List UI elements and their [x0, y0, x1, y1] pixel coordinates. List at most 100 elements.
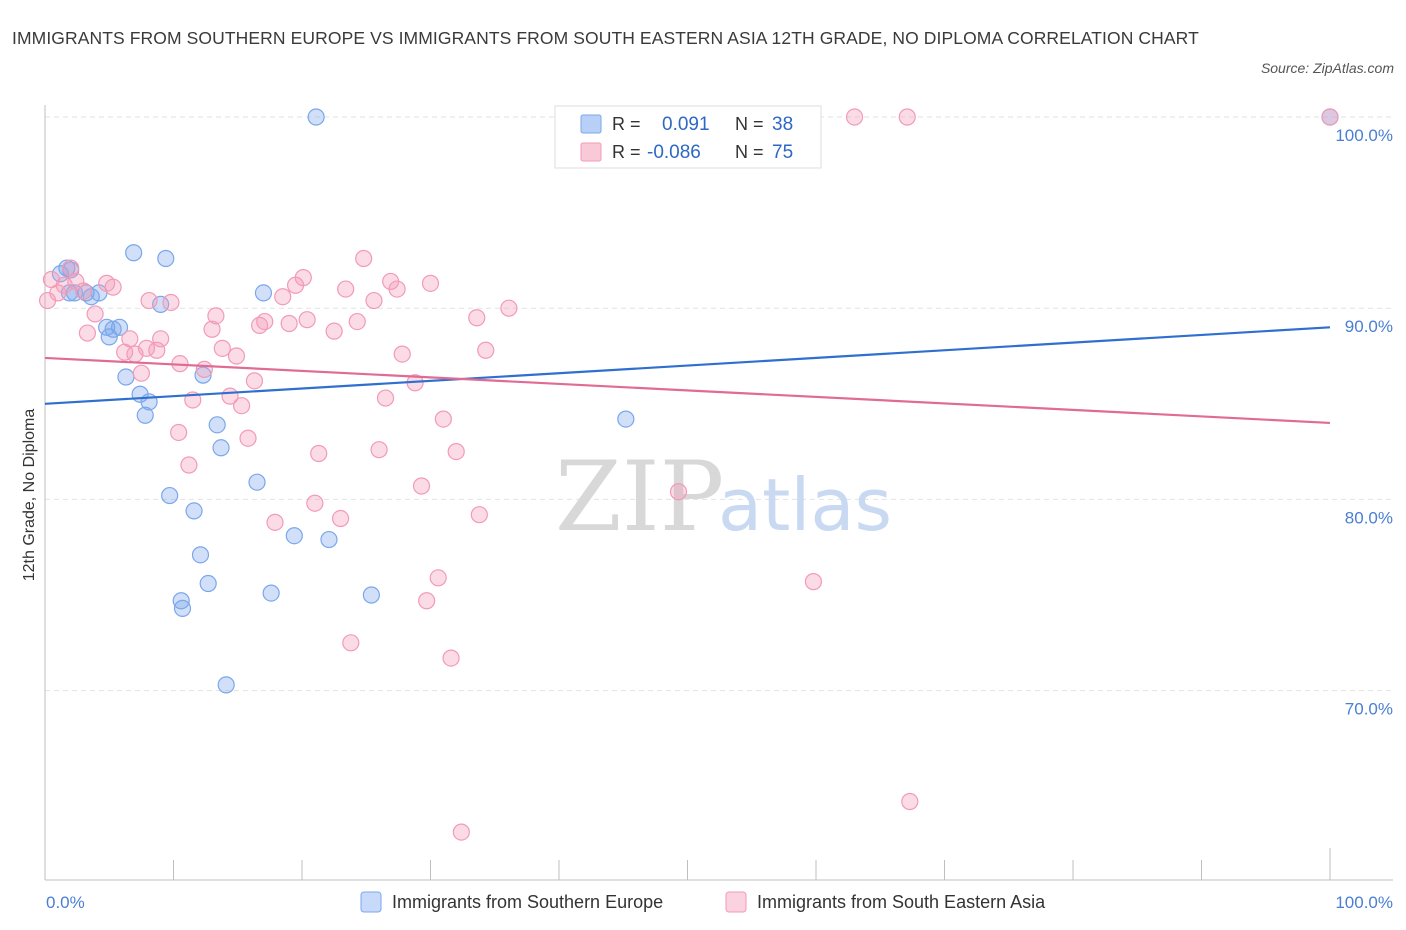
- point-southern-europe: [191, 546, 210, 564]
- point-south-eastern-asia: [804, 573, 823, 591]
- point-south-eastern-asia: [310, 444, 328, 463]
- point-south-eastern-asia: [245, 372, 264, 390]
- legend-n-value-1: 38: [772, 114, 793, 135]
- point-southern-europe: [217, 676, 235, 694]
- point-south-eastern-asia: [213, 339, 231, 357]
- point-southern-europe: [248, 473, 266, 491]
- trend-lines: [44, 326, 1331, 425]
- point-south-eastern-asia: [342, 634, 360, 652]
- point-south-eastern-asia: [442, 649, 460, 667]
- point-south-eastern-asia: [86, 305, 104, 323]
- y-axis-title: 12th Grade, No Diploma: [21, 409, 38, 582]
- point-south-eastern-asia: [325, 322, 343, 340]
- bottom-legend: Immigrants from Southern Europe Immigran…: [360, 891, 1046, 913]
- point-south-eastern-asia: [393, 345, 411, 363]
- point-south-eastern-asia: [132, 364, 150, 382]
- point-south-eastern-asia: [669, 483, 688, 501]
- point-south-eastern-asia: [104, 278, 122, 296]
- point-south-eastern-asia: [233, 397, 251, 415]
- stats-legend: R = 0.091 N = 38 R = -0.086 N = 75: [554, 105, 822, 169]
- legend-r-label-1: R =: [612, 114, 641, 134]
- bottom-legend-southern-europe: Immigrants from Southern Europe: [392, 892, 663, 912]
- point-south-eastern-asia: [452, 823, 470, 841]
- legend-n-label-1: N =: [735, 114, 764, 134]
- point-southern-europe: [208, 416, 226, 434]
- point-southern-europe: [285, 527, 303, 545]
- chart-source: Source: ZipAtlas.com: [1260, 60, 1394, 76]
- point-south-eastern-asia: [298, 311, 316, 329]
- point-south-eastern-asia: [256, 312, 274, 331]
- point-south-eastern-asia: [137, 339, 156, 357]
- point-southern-europe: [194, 366, 212, 384]
- point-southern-europe: [136, 406, 154, 424]
- point-south-eastern-asia: [477, 341, 495, 359]
- point-southern-europe: [254, 284, 273, 302]
- bottom-legend-swatch-south-eastern-asia: [725, 891, 747, 913]
- point-southern-europe: [104, 320, 122, 338]
- point-south-eastern-asia: [239, 429, 257, 447]
- watermark-atlas: atlas: [718, 463, 892, 547]
- point-south-eastern-asia: [337, 280, 355, 298]
- x-tick-label-max: 100.0%: [1335, 893, 1393, 912]
- point-southern-europe: [98, 318, 116, 336]
- point-southern-europe: [173, 599, 192, 617]
- point-south-eastern-asia: [412, 477, 431, 495]
- legend-r-value-1: 0.091: [662, 114, 710, 135]
- point-south-eastern-asia: [280, 314, 298, 333]
- point-south-eastern-asia: [376, 389, 395, 407]
- point-south-eastern-asia: [1321, 108, 1339, 126]
- point-southern-europe: [320, 530, 338, 549]
- point-south-eastern-asia: [152, 330, 170, 348]
- point-south-eastern-asia: [447, 443, 465, 461]
- point-south-eastern-asia: [140, 291, 158, 310]
- y-tick-label: 90.0%: [1345, 317, 1393, 336]
- point-south-eastern-asia: [266, 513, 284, 531]
- point-south-eastern-asia: [306, 494, 324, 512]
- grid-lines: 100.0% 90.0% 80.0% 70.0%: [45, 116, 1393, 719]
- chart-title: IMMIGRANTS FROM SOUTHERN EUROPE VS IMMIG…: [12, 28, 1199, 48]
- y-tick-label: 70.0%: [1345, 700, 1393, 719]
- watermark-zip: ZIP: [555, 441, 724, 553]
- point-south-eastern-asia: [468, 309, 486, 327]
- axes: [44, 105, 1393, 881]
- point-south-eastern-asia: [195, 360, 213, 378]
- point-south-eastern-asia: [898, 108, 916, 126]
- point-south-eastern-asia: [365, 291, 383, 310]
- point-southern-europe: [157, 249, 175, 268]
- point-south-eastern-asia: [227, 347, 246, 365]
- data-points: [38, 108, 1339, 841]
- point-south-eastern-asia: [162, 293, 180, 312]
- point-south-eastern-asia: [418, 592, 436, 610]
- legend-r-value-2: -0.086: [647, 142, 701, 163]
- point-south-eastern-asia: [434, 410, 452, 428]
- point-south-eastern-asia: [74, 282, 93, 300]
- point-south-eastern-asia: [203, 320, 221, 338]
- legend-n-value-2: 75: [772, 142, 793, 163]
- point-south-eastern-asia: [294, 269, 312, 287]
- point-south-eastern-asia: [388, 280, 406, 298]
- point-southern-europe: [362, 586, 380, 604]
- point-southern-europe: [161, 486, 179, 505]
- point-south-eastern-asia: [355, 249, 373, 268]
- point-south-eastern-asia: [38, 291, 57, 310]
- point-southern-europe: [617, 410, 635, 428]
- point-south-eastern-asia: [845, 108, 864, 126]
- point-southern-europe: [125, 244, 143, 262]
- y-tick-label: 100.0%: [1335, 126, 1393, 145]
- bottom-legend-swatch-southern-europe: [360, 891, 382, 913]
- legend-r-label-2: R =: [612, 142, 641, 162]
- point-south-eastern-asia: [170, 423, 188, 442]
- point-southern-europe: [199, 574, 217, 593]
- point-south-eastern-asia: [348, 312, 366, 331]
- point-south-eastern-asia: [470, 506, 488, 524]
- legend-swatch-southern-europe: [580, 114, 602, 134]
- trend-line-southern-europe: [44, 326, 1331, 405]
- point-southern-europe: [212, 439, 230, 457]
- point-southern-europe: [262, 584, 280, 602]
- legend-n-label-2: N =: [735, 142, 764, 162]
- point-south-eastern-asia: [180, 456, 198, 474]
- point-south-eastern-asia: [78, 324, 97, 342]
- legend-swatch-south-eastern-asia: [580, 142, 602, 162]
- point-south-eastern-asia: [274, 288, 292, 306]
